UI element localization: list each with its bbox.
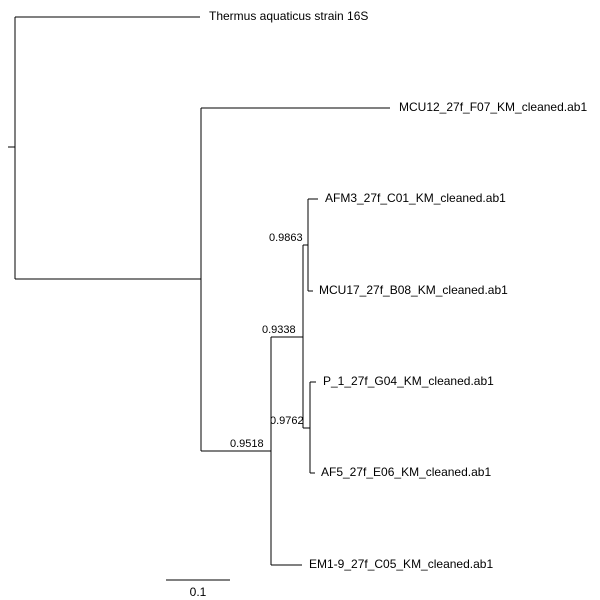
leaf-label-mcu17: MCU17_27f_B08_KM_cleaned.ab1: [319, 283, 508, 297]
leaf-label-afm3: AFM3_27f_C01_KM_cleaned.ab1: [325, 191, 506, 205]
leaf-label-thermus: Thermus aquaticus strain 16S: [209, 9, 368, 23]
leaf-label-p1: P_1_27f_G04_KM_cleaned.ab1: [323, 374, 494, 388]
scale-bar-label: 0.1: [190, 585, 207, 599]
support-value-five-clade: 0.9518: [230, 438, 264, 450]
leaf-label-em1: EM1-9_27f_C05_KM_cleaned.ab1: [309, 557, 493, 571]
support-value-p1-af5: 0.9762: [270, 415, 304, 427]
leaf-label-af5: AF5_27f_E06_KM_cleaned.ab1: [321, 465, 491, 479]
leaf-label-mcu12: MCU12_27f_F07_KM_cleaned.ab1: [399, 100, 587, 114]
support-value-four-clade: 0.9338: [262, 324, 296, 336]
support-value-afm3-mcu17: 0.9863: [269, 232, 303, 244]
